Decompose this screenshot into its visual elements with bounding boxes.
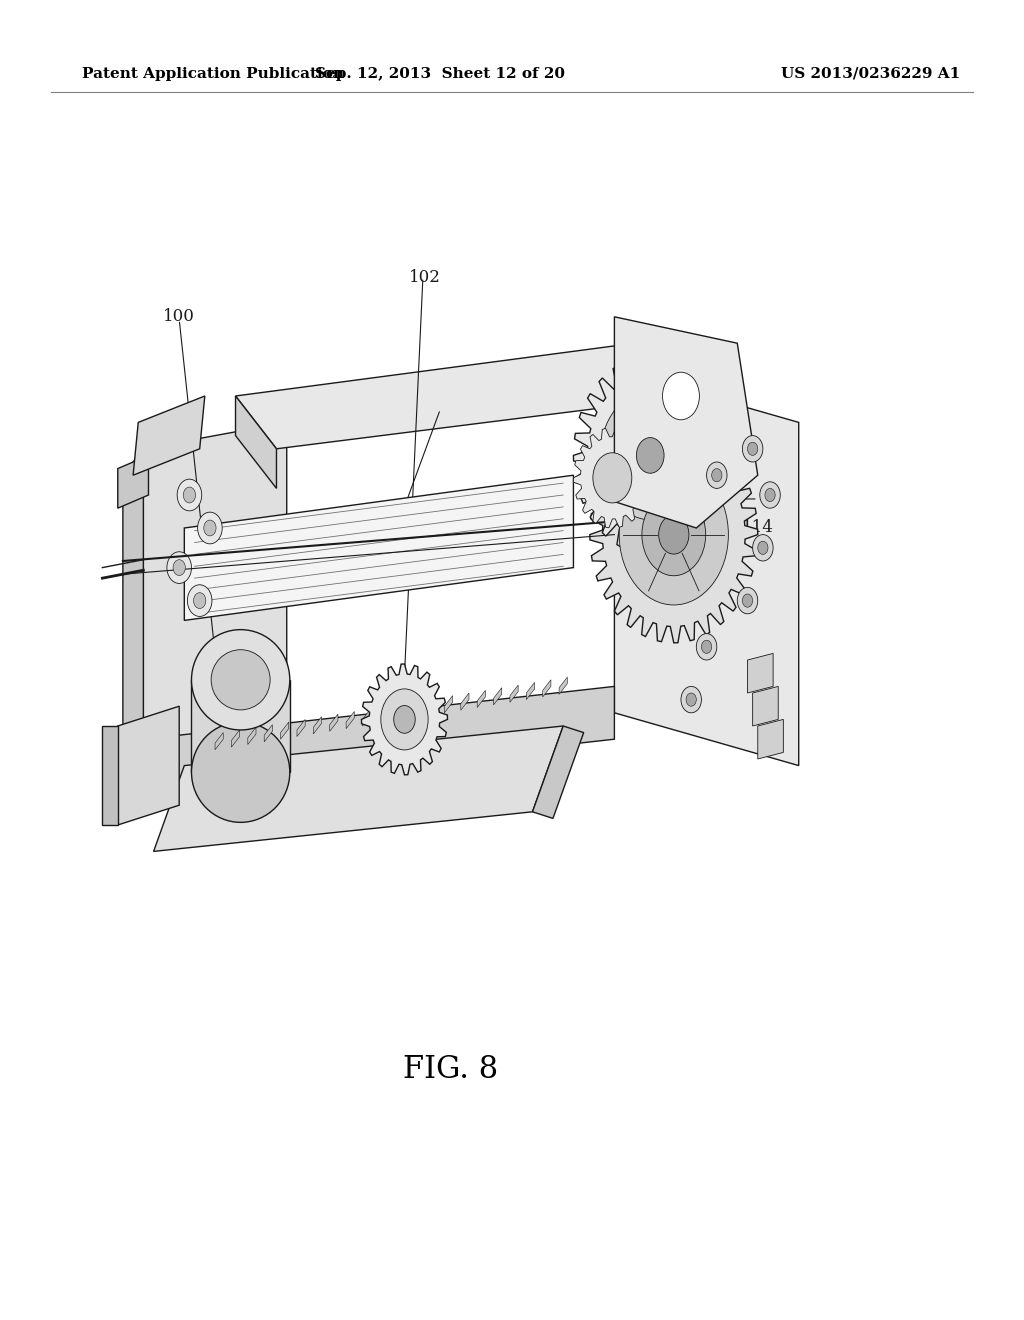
Polygon shape: [614, 370, 799, 766]
Circle shape: [748, 442, 758, 455]
Text: 114: 114: [741, 520, 774, 536]
Circle shape: [712, 469, 722, 482]
Ellipse shape: [191, 630, 290, 730]
Circle shape: [620, 465, 728, 605]
Circle shape: [187, 585, 212, 616]
Circle shape: [642, 494, 706, 576]
Polygon shape: [758, 719, 783, 759]
Polygon shape: [461, 693, 469, 710]
Polygon shape: [361, 664, 447, 775]
Polygon shape: [412, 701, 420, 718]
Polygon shape: [510, 685, 518, 702]
Circle shape: [707, 462, 727, 488]
Circle shape: [765, 488, 775, 502]
Text: 88: 88: [664, 576, 684, 591]
Text: 100: 100: [163, 309, 196, 325]
Polygon shape: [231, 730, 240, 747]
Polygon shape: [362, 709, 371, 726]
Polygon shape: [191, 680, 290, 772]
Polygon shape: [154, 726, 563, 851]
Polygon shape: [264, 725, 272, 742]
Polygon shape: [102, 726, 118, 825]
Polygon shape: [281, 722, 289, 739]
Circle shape: [742, 436, 763, 462]
Text: Patent Application Publication: Patent Application Publication: [82, 67, 344, 81]
Circle shape: [177, 479, 202, 511]
Polygon shape: [477, 690, 485, 708]
Circle shape: [737, 587, 758, 614]
Circle shape: [381, 689, 428, 750]
Text: 102: 102: [409, 269, 441, 285]
Circle shape: [600, 391, 700, 520]
Polygon shape: [526, 682, 535, 700]
Polygon shape: [143, 686, 614, 792]
Text: US 2013/0236229 A1: US 2013/0236229 A1: [780, 67, 961, 81]
Polygon shape: [330, 714, 338, 731]
Ellipse shape: [191, 722, 290, 822]
Circle shape: [204, 520, 216, 536]
Circle shape: [167, 552, 191, 583]
Text: FIG. 8: FIG. 8: [403, 1053, 498, 1085]
Circle shape: [637, 437, 664, 474]
Circle shape: [620, 416, 681, 495]
Polygon shape: [590, 426, 758, 643]
Circle shape: [701, 640, 712, 653]
Text: Sep. 12, 2013  Sheet 12 of 20: Sep. 12, 2013 Sheet 12 of 20: [315, 67, 565, 81]
Circle shape: [663, 372, 699, 420]
Polygon shape: [395, 704, 403, 721]
Circle shape: [194, 593, 206, 609]
Circle shape: [758, 541, 768, 554]
Circle shape: [658, 515, 689, 554]
Ellipse shape: [211, 649, 270, 710]
Circle shape: [686, 693, 696, 706]
Polygon shape: [297, 719, 305, 737]
Polygon shape: [494, 688, 502, 705]
Circle shape: [742, 594, 753, 607]
Text: 80: 80: [384, 527, 404, 543]
Polygon shape: [532, 726, 584, 818]
Circle shape: [696, 634, 717, 660]
Polygon shape: [573, 356, 727, 554]
Polygon shape: [236, 343, 696, 449]
Polygon shape: [379, 706, 387, 723]
Polygon shape: [236, 396, 276, 488]
Polygon shape: [123, 449, 143, 818]
Polygon shape: [753, 686, 778, 726]
Polygon shape: [118, 706, 179, 825]
Polygon shape: [248, 727, 256, 744]
Polygon shape: [133, 396, 205, 475]
Polygon shape: [543, 680, 551, 697]
Polygon shape: [573, 428, 651, 528]
Circle shape: [753, 535, 773, 561]
Circle shape: [173, 560, 185, 576]
Polygon shape: [444, 696, 453, 713]
Polygon shape: [143, 422, 287, 792]
Polygon shape: [614, 317, 758, 528]
Polygon shape: [313, 717, 322, 734]
Polygon shape: [118, 455, 148, 508]
Circle shape: [760, 482, 780, 508]
Polygon shape: [215, 733, 223, 750]
Polygon shape: [184, 475, 573, 620]
Circle shape: [681, 686, 701, 713]
Circle shape: [183, 487, 196, 503]
Polygon shape: [346, 711, 354, 729]
Circle shape: [393, 705, 416, 734]
Polygon shape: [559, 677, 567, 694]
Polygon shape: [748, 653, 773, 693]
Circle shape: [198, 512, 222, 544]
Circle shape: [593, 453, 632, 503]
Polygon shape: [428, 698, 436, 715]
